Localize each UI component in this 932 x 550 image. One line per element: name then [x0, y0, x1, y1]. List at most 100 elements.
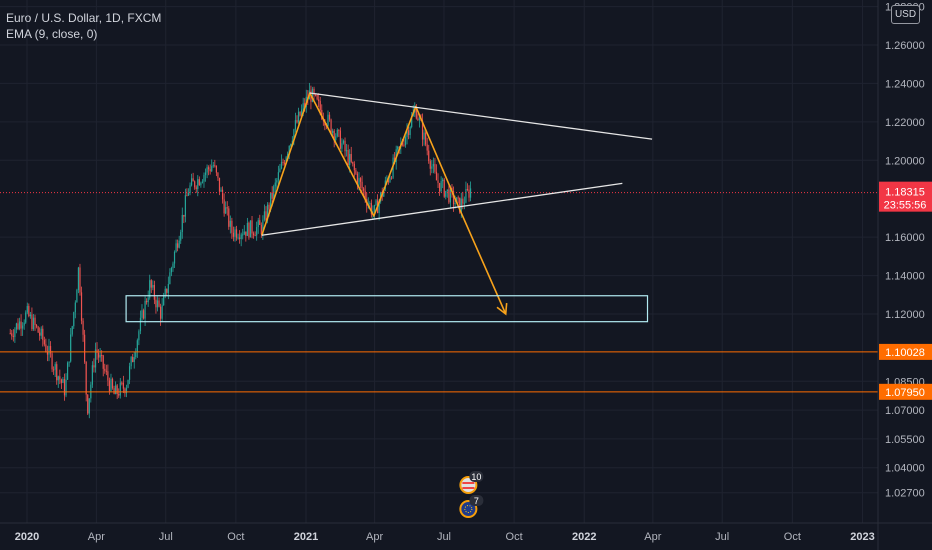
- candle-body: [68, 361, 70, 363]
- candle-body: [201, 181, 204, 183]
- candle-body: [28, 306, 30, 317]
- candle-body: [108, 380, 111, 392]
- horizontal-levels[interactable]: [0, 192, 878, 393]
- candle-body: [401, 142, 403, 145]
- candle-body: [146, 300, 148, 303]
- candle-body: [440, 181, 442, 192]
- candle-body: [156, 300, 159, 308]
- candle-body: [178, 240, 180, 248]
- candle-body: [175, 243, 177, 252]
- candle-body: [138, 331, 140, 341]
- candle-body: [330, 119, 332, 134]
- candle-body: [428, 150, 430, 162]
- candle-body: [9, 333, 11, 335]
- candle-body: [105, 370, 107, 372]
- candle-body: [139, 317, 142, 332]
- candle-body: [40, 328, 42, 336]
- candle-body: [407, 130, 410, 136]
- candle-body: [87, 394, 89, 414]
- candle-body: [45, 344, 47, 352]
- candle-body: [434, 164, 436, 172]
- candle-body: [314, 94, 317, 96]
- us-flag-event-icon[interactable]: 10: [459, 471, 484, 494]
- candle-body: [26, 306, 28, 313]
- candle-body: [358, 178, 360, 185]
- candle-body: [183, 214, 185, 217]
- candle-body: [457, 197, 459, 199]
- candle-body: [299, 111, 301, 116]
- support-zone-rectangle[interactable]: [125, 295, 649, 323]
- price-axis-panel[interactable]: [879, 0, 932, 523]
- symbol-title[interactable]: Euro / U.S. Dollar, 1D, FXCM: [6, 11, 162, 25]
- candle-body: [429, 161, 431, 169]
- candle-body: [149, 280, 151, 298]
- candle-body: [339, 130, 341, 149]
- candle-body: [234, 229, 236, 237]
- level-price-label: 1.10028: [885, 347, 925, 359]
- candle-body: [122, 382, 124, 389]
- candle-body: [195, 187, 197, 189]
- candle-body: [246, 222, 248, 236]
- candle-body: [113, 388, 115, 395]
- candle-body: [248, 222, 250, 238]
- candle-body: [341, 143, 343, 149]
- ema-indicator-label[interactable]: EMA (9, close, 0): [6, 27, 98, 41]
- candle-body: [70, 334, 72, 362]
- candle-body: [319, 101, 321, 110]
- candle-body: [177, 243, 179, 248]
- candle-body: [65, 379, 67, 396]
- candle-body: [184, 195, 186, 217]
- candle-body: [260, 224, 262, 234]
- candle-body: [342, 140, 345, 144]
- candle-body: [423, 132, 425, 140]
- candle-body: [18, 321, 21, 329]
- candle-body: [465, 188, 467, 203]
- lower-trendline[interactable]: [261, 182, 623, 236]
- upper-trendline[interactable]: [309, 92, 653, 140]
- economic-events[interactable]: 10 7: [459, 471, 484, 518]
- flag-stripe: [462, 482, 475, 484]
- candle-body: [389, 177, 391, 182]
- candle-body: [97, 352, 100, 358]
- candle-body: [102, 355, 104, 369]
- candle-body: [463, 202, 465, 204]
- level-price-badge: [879, 383, 932, 400]
- candle-body: [164, 288, 166, 297]
- price-tick-label: 1.02700: [885, 488, 925, 500]
- candle-body: [11, 333, 13, 336]
- candle-body: [53, 369, 55, 371]
- candle-body: [99, 355, 101, 358]
- candle-body: [265, 211, 267, 221]
- candle-body: [133, 357, 135, 363]
- double-top-pattern-line[interactable]: [261, 92, 507, 315]
- candle-body: [266, 204, 269, 221]
- event-count-badge: [469, 471, 484, 482]
- candle-body: [37, 326, 39, 333]
- candle-body: [311, 88, 314, 102]
- candle-body: [194, 181, 196, 188]
- currency-button[interactable]: USD: [891, 5, 920, 24]
- time-axis[interactable]: 2020 Apr Jul Oct 2021 Apr Jul Oct 2022 Apr Jul Oct 2…: [15, 531, 875, 543]
- eu-flag-event-icon[interactable]: 7: [459, 495, 484, 518]
- candle-body: [432, 164, 434, 167]
- candle-body: [104, 368, 106, 371]
- candle-body: [438, 182, 441, 192]
- candle-body: [150, 280, 152, 288]
- candle-body: [15, 323, 18, 330]
- drawing-layer[interactable]: [125, 92, 653, 323]
- candle-body: [127, 379, 129, 388]
- candle-body: [293, 129, 295, 141]
- time-tick-label: Oct: [506, 531, 523, 543]
- candle-body: [32, 317, 35, 330]
- candle-body: [204, 172, 207, 175]
- candle-body: [115, 385, 117, 395]
- candle-body: [125, 387, 128, 394]
- candle-body: [355, 170, 357, 174]
- candle-body: [345, 150, 348, 152]
- candle-body: [60, 379, 62, 383]
- candle-body: [254, 235, 256, 237]
- candle-body: [468, 189, 470, 198]
- candle-body: [31, 314, 33, 330]
